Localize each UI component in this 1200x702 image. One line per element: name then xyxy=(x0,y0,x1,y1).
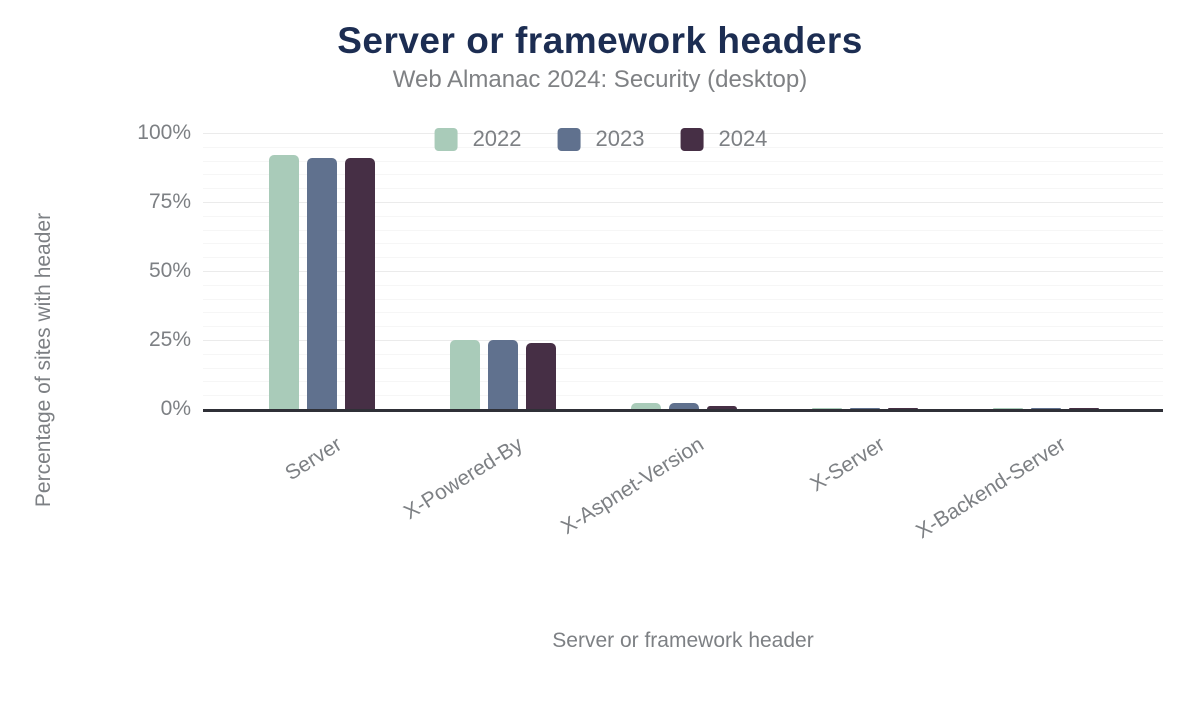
y-tick-label: 100% xyxy=(137,121,191,144)
gridline xyxy=(203,215,1163,217)
bar[interactable] xyxy=(850,407,880,409)
legend-item[interactable]: 2022 xyxy=(434,126,522,152)
gridline xyxy=(203,340,1163,341)
y-tick-label: 25% xyxy=(148,328,191,351)
legend: 2022 2023 2024 xyxy=(434,126,767,152)
bar[interactable] xyxy=(631,403,661,409)
legend-label: 2023 xyxy=(595,126,645,151)
y-tick-label: 75% xyxy=(148,190,191,213)
bar[interactable] xyxy=(1069,408,1099,409)
x-category-label: X-Powered-By xyxy=(399,432,527,525)
bar[interactable] xyxy=(888,408,918,409)
gridline xyxy=(203,381,1163,383)
bar[interactable] xyxy=(307,157,337,409)
gridline xyxy=(203,202,1163,203)
legend-swatch-icon xyxy=(434,127,458,151)
gridline xyxy=(203,326,1163,328)
bar[interactable] xyxy=(526,342,556,409)
bar-group xyxy=(993,133,1099,409)
bar-group xyxy=(631,133,737,409)
y-axis-title: Percentage of sites with header xyxy=(32,212,55,508)
plot-area: 0% 25% 50% 75% 100% Server X-Powered-By X-Aspne… xyxy=(137,121,1163,543)
gridline xyxy=(203,395,1163,397)
bar[interactable] xyxy=(450,340,480,409)
legend-item[interactable]: 2023 xyxy=(557,126,645,152)
legend-label: 2022 xyxy=(472,126,522,151)
bar[interactable] xyxy=(669,403,699,409)
bar[interactable] xyxy=(707,406,737,409)
bar-group xyxy=(269,133,375,409)
x-category-label: X-Backend-Server xyxy=(912,432,1070,544)
legend-item[interactable]: 2024 xyxy=(680,126,767,152)
bar-group xyxy=(450,133,556,409)
gridline xyxy=(203,174,1163,176)
bar[interactable] xyxy=(269,155,299,409)
gridline xyxy=(203,367,1163,369)
x-axis-title: Server or framework header xyxy=(552,629,814,652)
legend-swatch-icon xyxy=(680,127,704,151)
gridline xyxy=(203,160,1163,162)
x-category-label: X-Server xyxy=(806,432,889,497)
gridline xyxy=(203,243,1163,245)
gridline xyxy=(203,298,1163,300)
bar[interactable] xyxy=(993,408,1023,409)
bar[interactable] xyxy=(488,340,518,409)
y-tick-label: 0% xyxy=(160,397,191,420)
gridline xyxy=(203,271,1163,272)
legend-label: 2024 xyxy=(718,126,768,151)
bar[interactable] xyxy=(1031,408,1061,409)
gridline xyxy=(203,257,1163,259)
gridline xyxy=(203,284,1163,286)
bar[interactable] xyxy=(345,157,375,409)
x-category-label: Server xyxy=(281,432,346,486)
gridline xyxy=(203,312,1163,314)
y-tick-label: 50% xyxy=(148,259,191,282)
bar-group xyxy=(812,133,918,409)
legend-swatch-icon xyxy=(557,127,581,151)
x-axis-line xyxy=(203,409,1163,412)
gridline xyxy=(203,353,1163,355)
x-category-label: X-Aspnet-Version xyxy=(557,432,708,539)
gridline xyxy=(203,188,1163,190)
bar[interactable] xyxy=(812,407,842,409)
chart-subtitle: Web Almanac 2024: Security (desktop) xyxy=(392,66,808,93)
gridline xyxy=(203,229,1163,231)
chart-title: Server or framework headers xyxy=(337,20,863,61)
